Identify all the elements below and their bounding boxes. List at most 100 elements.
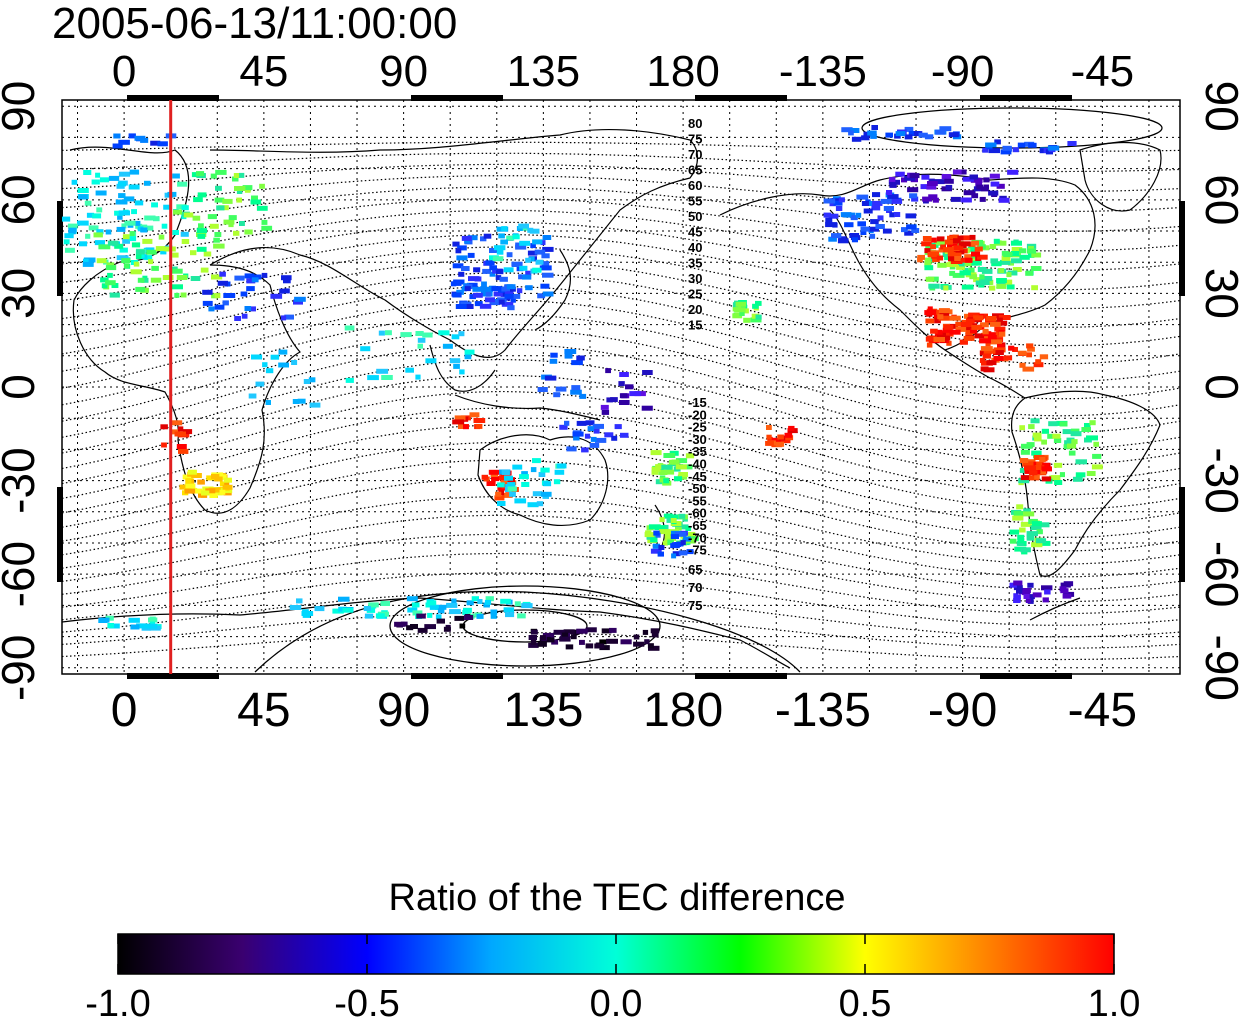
tec-pixel [499,276,508,282]
tec-pixel [516,288,523,294]
tec-pixel [246,286,255,292]
tec-pixel [891,198,903,204]
tec-pixel [895,131,906,137]
tec-pixel [909,173,920,179]
tec-pixel [840,212,852,218]
tec-pixel [670,534,679,540]
tec-pixel [107,272,113,278]
tec-pixel [886,190,893,195]
tec-pixel [993,356,1004,361]
tec-pixel [977,267,987,272]
tec-pixel [670,518,677,523]
magnetic-contour [62,572,1180,626]
tec-pixel [675,464,687,470]
tec-pixel [135,286,146,292]
tec-pixel [233,173,241,178]
tec-pixel [1026,535,1035,541]
tec-pixel [467,252,475,258]
tec-pixel [961,197,972,203]
tec-pixel [112,143,123,149]
tec-pixel [284,314,294,320]
tec-pixel [94,240,105,246]
tec-pixel [184,488,196,494]
tec-pixel [1073,476,1083,482]
tec-pixel [971,260,978,266]
tec-pixel [1020,547,1031,553]
contour-label: -15 [688,395,707,410]
tec-pixel [1021,443,1033,449]
tec-pixel [1060,582,1071,588]
tec-pixel [234,275,245,281]
axis-tick-label: 90 [0,81,44,132]
tec-pixel [314,606,325,612]
tec-pixel [543,481,552,487]
tec-pixel [996,283,1007,289]
tec-pixel [943,247,954,253]
tec-pixel [1007,270,1018,276]
tec-pixel [849,233,860,238]
tec-pixel [416,613,426,619]
tec-pixel [240,291,248,297]
tec-pixel [113,133,121,139]
tec-pixel [994,139,1001,145]
tec-pixel [501,470,510,475]
tec-pixel [146,249,157,255]
tec-pixel [970,328,978,334]
tec-pixel [84,200,92,206]
tec-pixel [130,269,142,275]
tec-pixel [514,498,527,504]
tec-pixel [438,330,450,336]
tec-pixel [1031,252,1042,258]
tec-pixel [469,294,476,300]
tec-pixel [1091,464,1103,470]
tec-pixel [906,224,917,230]
tec-pixel [468,276,480,282]
tec-pixel [553,629,565,635]
tec-pixel [172,230,179,235]
tec-pixel [1062,593,1072,599]
tec-pixel [141,277,149,283]
axis-tick-label: -30 [1196,447,1240,513]
tec-pixel [901,227,908,233]
tec-pixel [1062,429,1072,435]
tec-pixel [663,478,670,484]
tec-pixel [735,312,742,318]
tec-pixel [869,233,876,239]
tec-pixel [201,490,210,496]
tec-pixel [1039,540,1051,546]
tec-pixel [592,423,604,429]
tec-pixel [960,241,971,247]
tec-pixel [250,199,262,205]
tec-pixel [925,318,935,324]
tec-pixel [998,197,1010,203]
tec-pixel [1054,480,1063,485]
axis-tick-label: 0 [112,47,136,96]
magnetic-contour [62,299,1180,400]
tec-pixel [531,629,538,635]
tec-pixel [784,432,793,438]
contour-label: -50 [688,481,707,496]
tec-pixel [924,310,935,316]
tec-pixel [107,240,119,246]
tec-pixel [868,226,879,232]
frame-tick-bars [57,95,1185,679]
tec-pixel [983,177,990,183]
tec-pixel [1059,472,1065,478]
tec-pixel [996,317,1003,323]
tec-pixel [109,292,120,298]
contour-label: 80 [688,116,702,131]
tec-pixel [585,627,597,633]
axis-tick-label: 60 [1196,174,1240,225]
tec-pixel [111,283,119,288]
tec-pixel [443,626,451,632]
tec-pixel [945,184,953,190]
tec-pixel [203,251,212,257]
tec-pixel [976,254,988,260]
tec-pixel [599,645,610,651]
tec-pixel [938,315,950,321]
tec-pixel [1030,266,1042,271]
tec-pixel [279,288,285,294]
tec-pixel [554,469,565,475]
tec-pixel [581,447,589,453]
tec-pixel [989,285,996,291]
